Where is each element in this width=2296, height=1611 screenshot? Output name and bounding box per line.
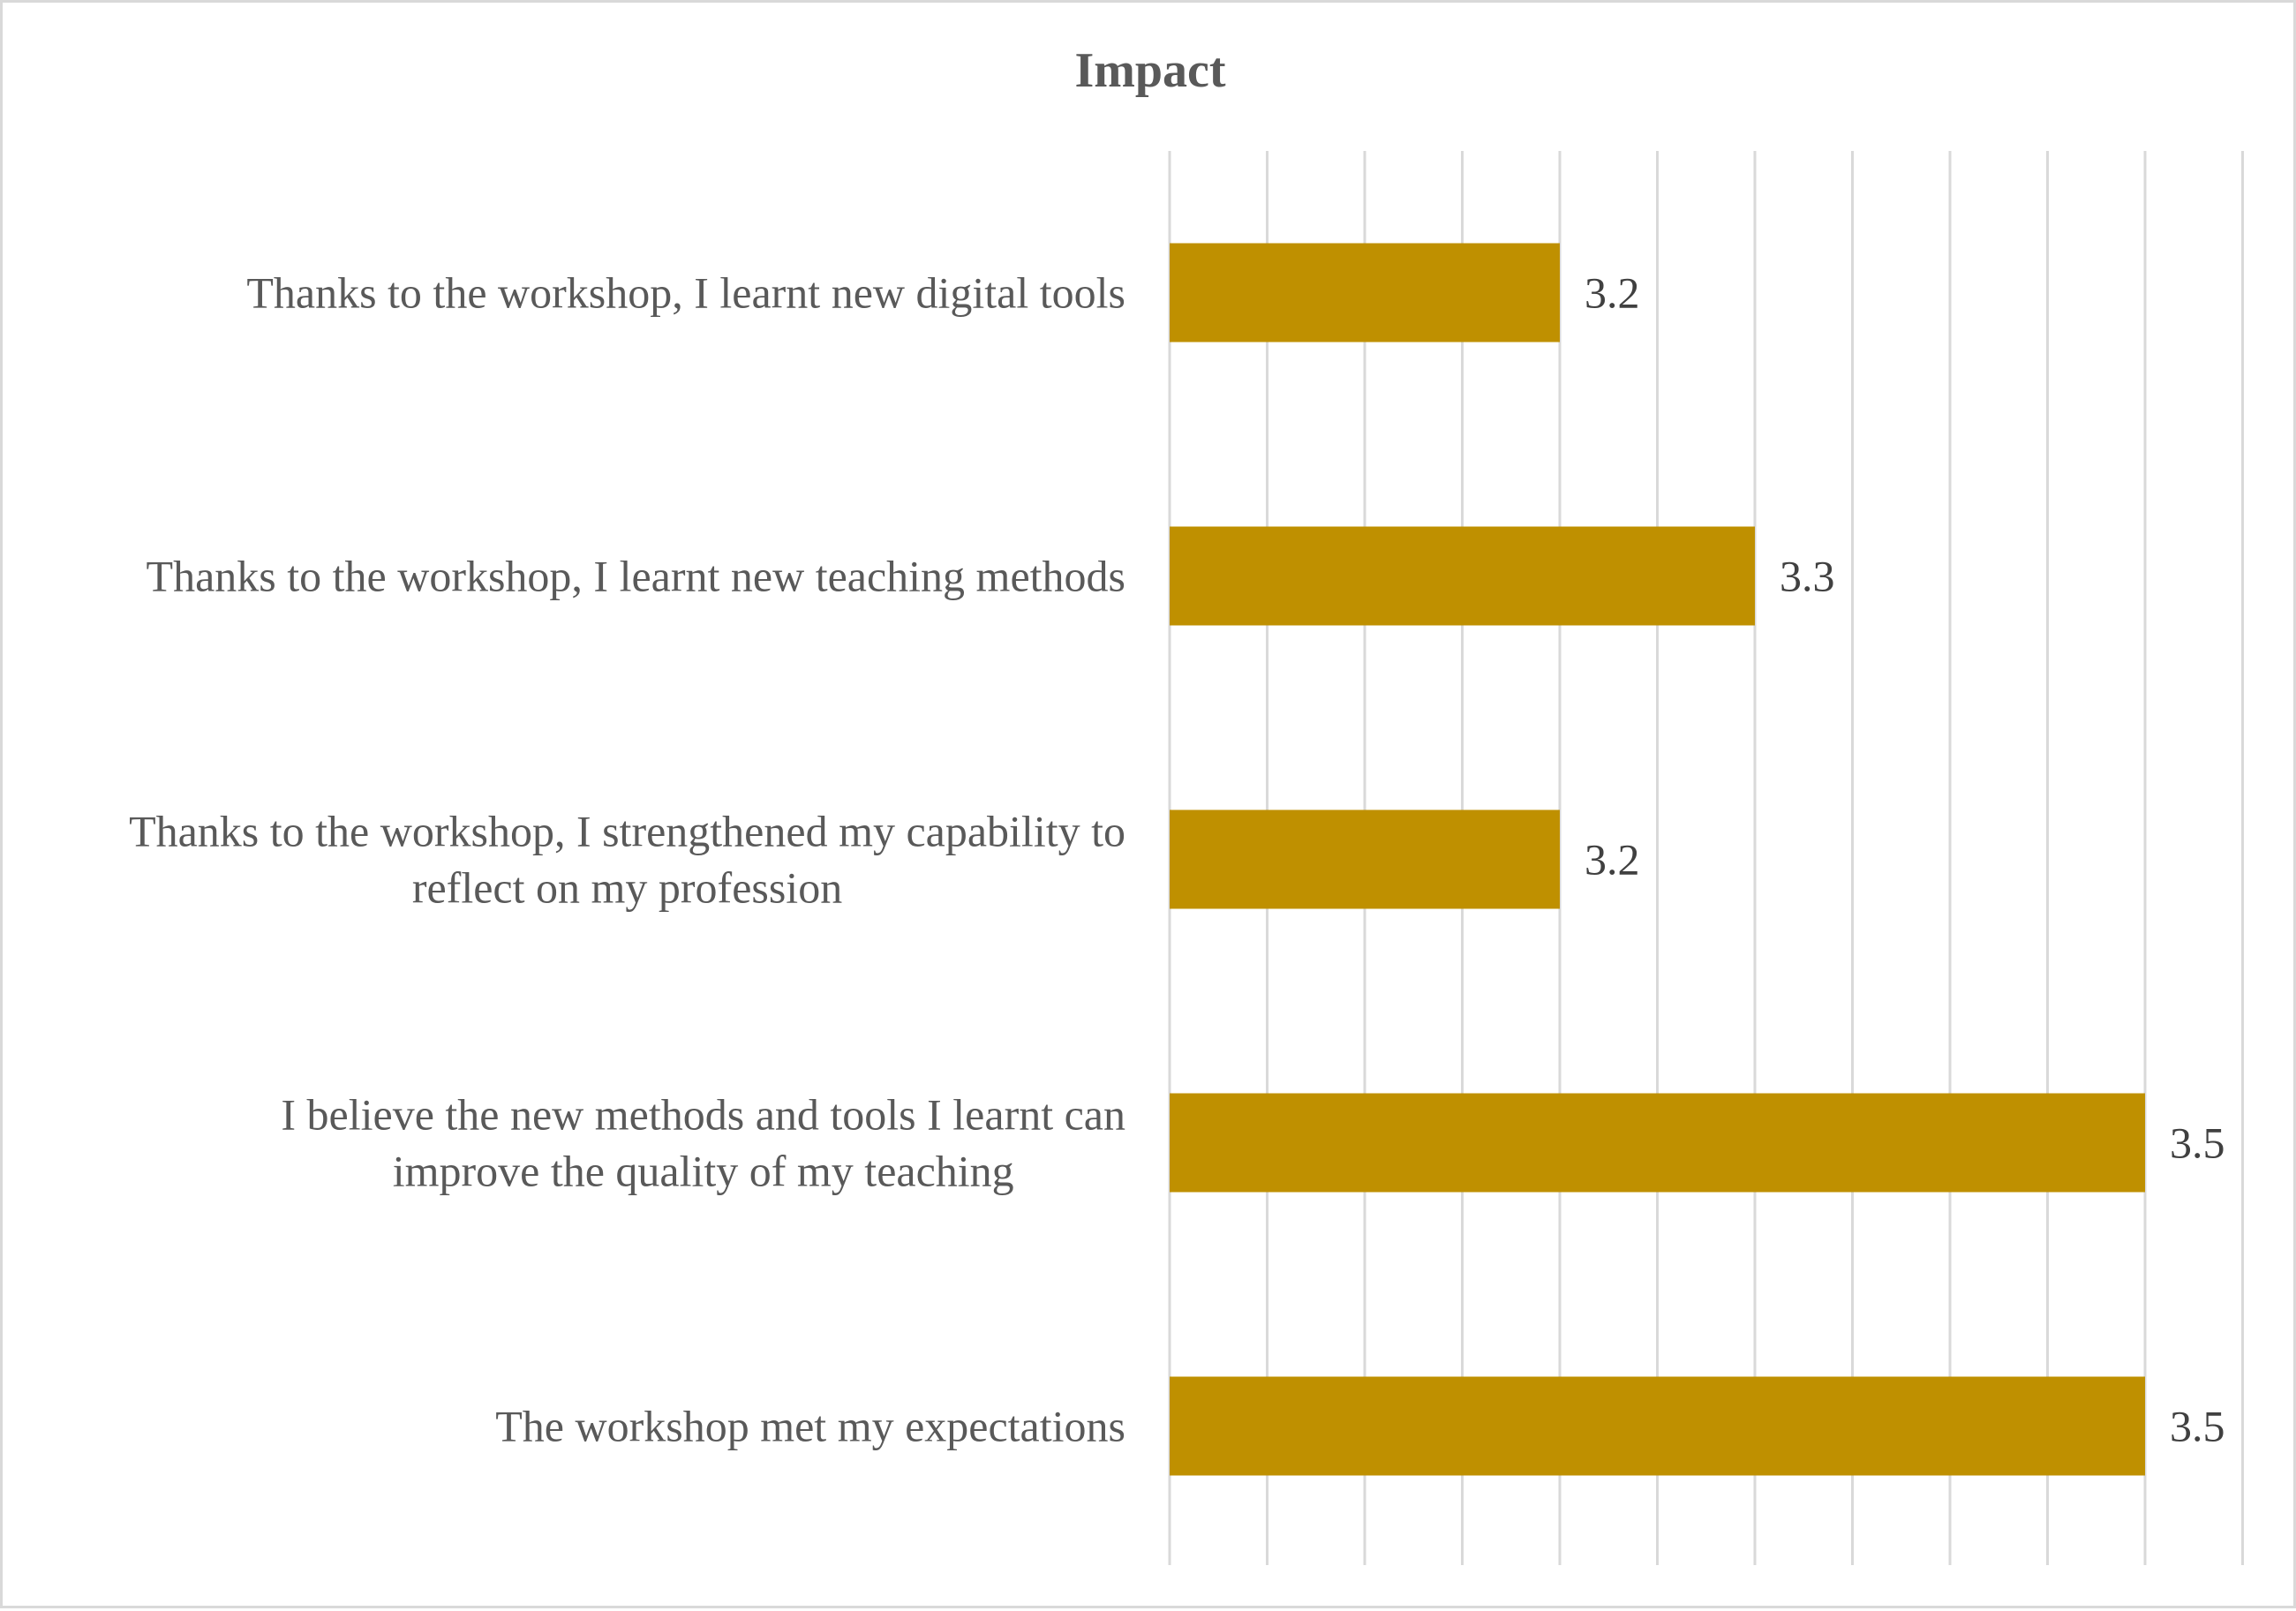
data-labels: 3.2 3.3 3.2 3.5 3.5 xyxy=(1585,268,2225,1451)
data-label: 3.2 xyxy=(1585,268,1640,318)
data-label: 3.5 xyxy=(2170,1118,2225,1168)
category-labels: Thanks to the workshop, I learnt new dig… xyxy=(129,268,1125,1451)
chart-title: Impact xyxy=(1074,43,1225,98)
data-label: 3.5 xyxy=(2170,1402,2225,1451)
category-label: Thanks to the workshop, I learnt new tea… xyxy=(147,552,1125,601)
category-label: Thanks to the workshop, I learnt new dig… xyxy=(246,268,1125,318)
category-label: Thanks to the workshop, I strengthened m… xyxy=(129,807,1125,856)
category-label: I believe the new methods and tools I le… xyxy=(281,1090,1125,1140)
bar xyxy=(1170,243,1560,343)
bar xyxy=(1170,1093,2145,1193)
category-label: improve the quality of my teaching xyxy=(393,1147,1014,1196)
bar xyxy=(1170,526,1755,626)
category-label: reflect on my profession xyxy=(412,863,842,913)
data-label: 3.3 xyxy=(1780,552,1835,601)
bar xyxy=(1170,809,1560,909)
data-label: 3.2 xyxy=(1585,835,1640,885)
bars xyxy=(1170,243,2145,1476)
category-label: The workshop met my expectations xyxy=(495,1402,1125,1451)
bar-chart: Impact Thanks to the workshop, I learnt … xyxy=(129,43,2244,1565)
bar xyxy=(1170,1376,2145,1476)
